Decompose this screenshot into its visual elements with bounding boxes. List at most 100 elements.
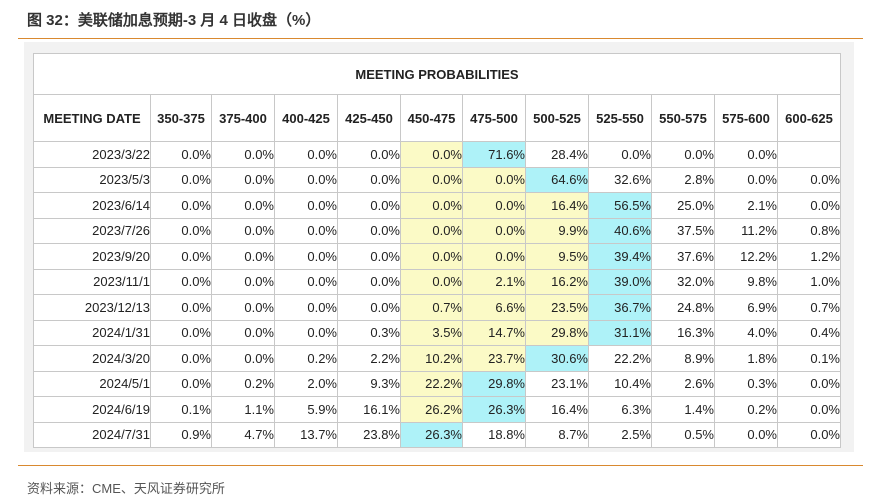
probability-cell: 18.8% [462,421,526,448]
column-header-rate-range: 375-400 [211,94,275,142]
probability-cell: 0.0% [150,294,212,321]
probability-cell: 31.1% [588,319,652,346]
probability-cell: 0.0% [274,243,338,270]
probability-cell: 23.7% [462,345,526,372]
probability-cell: 0.1% [150,396,212,423]
meeting-date-cell: 2023/5/3 [33,166,151,193]
probability-cell: 23.8% [337,421,401,448]
table-row: 2024/1/31 0.0% 0.0% 0.0% 0.3% 3.5% 14.7% 29.8% 3… [33,319,841,346]
probability-cell: 0.0% [274,268,338,295]
probability-cell: 1.0% [777,268,841,295]
probability-cell: 0.0% [274,166,338,193]
probability-cell: 64.6% [525,166,589,193]
probability-cell: 0.2% [274,345,338,372]
probability-cell: 0.0% [274,217,338,244]
probability-cell: 37.5% [651,217,715,244]
probability-cell: 8.7% [525,421,589,448]
probability-cell: 9.9% [525,217,589,244]
column-header-rate-range: 425-450 [337,94,401,142]
probability-cell: 0.3% [337,319,401,346]
meeting-date-cell: 2024/5/1 [33,370,151,397]
probability-cell: 2.1% [462,268,526,295]
probability-cell: 0.0% [211,345,275,372]
probability-cell: 30.6% [525,345,589,372]
probability-cell: 0.0% [777,396,841,423]
probability-cell: 0.0% [274,319,338,346]
probability-cell: 0.0% [714,421,778,448]
table-row: 2023/5/3 0.0% 0.0% 0.0% 0.0% 0.0% 0.0% 64.6% 32.… [33,166,841,193]
probability-cell: 5.9% [274,396,338,423]
probability-cell: 0.0% [211,294,275,321]
probability-cell: 0.0% [400,141,463,168]
probability-cell: 39.4% [588,243,652,270]
table-row: 2023/7/26 0.0% 0.0% 0.0% 0.0% 0.0% 0.0% 9.9% 40.… [33,217,841,244]
probability-cell: 0.2% [714,396,778,423]
probability-cell: 2.2% [337,345,401,372]
meeting-probabilities-table: MEETING PROBABILITIES MEETING DATE 350-37… [33,53,841,448]
probability-cell: 0.0% [337,268,401,295]
probability-cell: 9.5% [525,243,589,270]
probability-cell: 0.0% [400,192,463,219]
probability-cell: 0.0% [777,421,841,448]
probability-cell: 23.1% [525,370,589,397]
probability-cell: 0.9% [150,421,212,448]
table-row: 2024/3/20 0.0% 0.0% 0.2% 2.2% 10.2% 23.7% 30.6%… [33,345,841,372]
probability-cell: 0.0% [462,192,526,219]
table-row: 2023/3/22 0.0% 0.0% 0.0% 0.0% 0.0% 71.6% 28.4% 0… [33,141,841,168]
probability-cell: 0.8% [777,217,841,244]
meeting-date-cell: 2024/3/20 [33,345,151,372]
table-caption: MEETING PROBABILITIES [33,53,841,95]
probability-cell: 26.2% [400,396,463,423]
probability-cell: 26.3% [462,396,526,423]
probability-cell: 0.0% [274,141,338,168]
probability-cell: 0.0% [150,217,212,244]
probability-cell: 6.9% [714,294,778,321]
probability-cell: 24.8% [651,294,715,321]
probability-cell: 4.0% [714,319,778,346]
column-header-rate-range: 450-475 [400,94,463,142]
probability-cell: 0.0% [651,141,715,168]
column-header-rate-range: 550-575 [651,94,715,142]
probability-cell: 3.5% [400,319,463,346]
probability-cell: 10.4% [588,370,652,397]
probability-cell: 11.2% [714,217,778,244]
column-header-rate-range: 500-525 [525,94,589,142]
probability-cell: 1.2% [777,243,841,270]
probability-cell: 0.4% [777,319,841,346]
probability-cell: 0.0% [714,141,778,168]
source-divider [18,465,863,466]
probability-cell: 32.6% [588,166,652,193]
meeting-date-cell: 2023/12/13 [33,294,151,321]
table-row: 2023/6/14 0.0% 0.0% 0.0% 0.0% 0.0% 0.0% 16.4% 56… [33,192,841,219]
probability-cell: 0.0% [714,166,778,193]
table-row: 2024/5/1 0.0% 0.2% 2.0% 9.3% 22.2% 29.8% 23.1% 1… [33,370,841,397]
probability-cell: 4.7% [211,421,275,448]
probability-cell: 0.0% [337,141,401,168]
probability-cell: 0.2% [211,370,275,397]
probability-cell: 0.7% [400,294,463,321]
probability-cell: 36.7% [588,294,652,321]
column-header-rate-range: 475-500 [462,94,526,142]
source-note: 资料来源：CME、天风证券研究所 [27,481,225,496]
probability-cell: 0.0% [777,370,841,397]
table-row: 2024/7/31 0.9% 4.7% 13.7% 23.8% 26.3% 18.8% 8.7… [33,421,841,448]
probability-cell: 0.7% [777,294,841,321]
meeting-date-cell: 2023/3/22 [33,141,151,168]
meeting-date-cell: 2024/7/31 [33,421,151,448]
probability-cell: 16.4% [525,396,589,423]
probability-cell: 2.8% [651,166,715,193]
probability-cell: 0.0% [462,217,526,244]
probability-cell: 12.2% [714,243,778,270]
probability-cell: 1.8% [714,345,778,372]
probability-cell: 32.0% [651,268,715,295]
probability-cell: 0.0% [777,192,841,219]
meeting-date-cell: 2023/7/26 [33,217,151,244]
probability-cell: 9.8% [714,268,778,295]
probability-cell: 0.0% [777,166,841,193]
figure-title: 图 32：美联储加息预期-3 月 4 日收盘（%） [27,12,321,29]
probability-cell: 22.2% [588,345,652,372]
table-row: 2023/11/1 0.0% 0.0% 0.0% 0.0% 0.0% 2.1% 16.2% 39… [33,268,841,295]
probability-cell: 0.0% [150,141,212,168]
probability-cell: 0.0% [150,370,212,397]
probability-cell: 0.0% [211,192,275,219]
